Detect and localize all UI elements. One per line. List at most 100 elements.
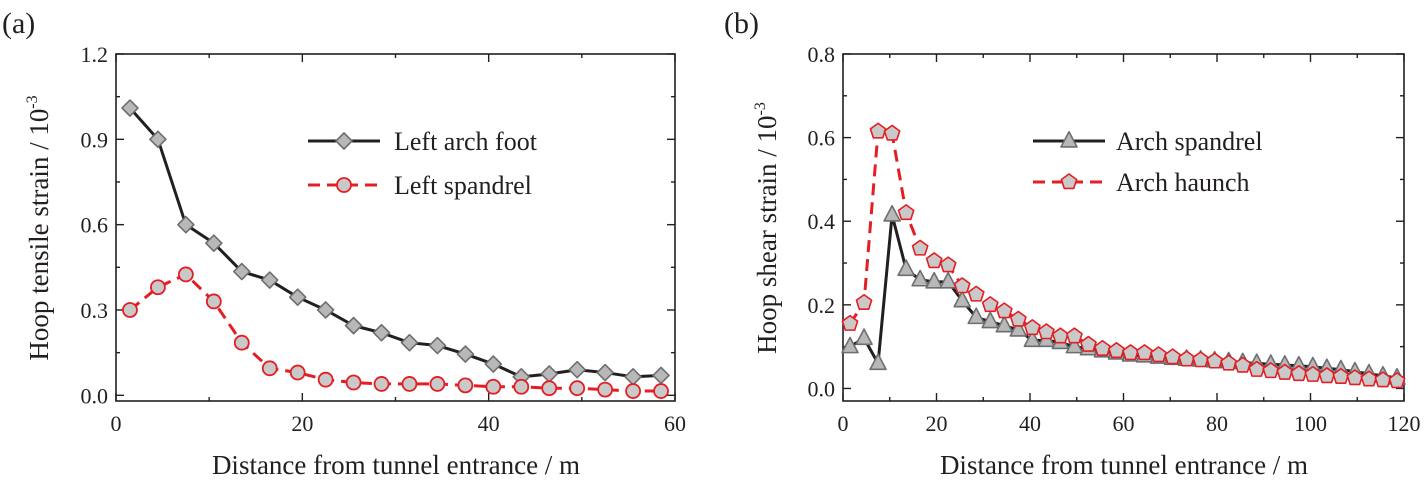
data-point-arch-haunch — [1234, 356, 1252, 373]
panel-b-y-axis-label-exponent: -3 — [752, 102, 769, 115]
legend-marker-arch-spandrel — [1060, 131, 1078, 148]
data-point-left-spandrel — [233, 334, 250, 351]
x-tick-label: 60 — [1113, 411, 1135, 436]
data-point-left-spandrel — [150, 279, 166, 296]
panel-b-ticks: 0 20 40 60 80 100 120 0.0 0.2 0.4 0.6 0.8 — [808, 42, 1421, 436]
data-point-arch-haunch — [1192, 351, 1210, 368]
data-point-arch-spandrel — [911, 269, 929, 287]
data-point-left-arch-foot — [121, 99, 139, 117]
data-point-arch-haunch — [1388, 372, 1406, 389]
panel-b-x-axis-label: Distance from tunnel entrance / m — [940, 450, 1308, 480]
y-tick-label: 0.9 — [81, 127, 109, 152]
x-tick-label: 0 — [838, 411, 849, 436]
data-point-arch-haunch — [1290, 365, 1308, 382]
data-point-left-spandrel — [289, 364, 306, 381]
panel-b-chart: (b) 0 20 40 60 80 100 120 0.0 0.2 0.4 0.6 0.8 Dista… — [724, 7, 1421, 480]
data-point-left-arch-foot — [205, 234, 223, 252]
data-point-arch-spandrel — [841, 336, 859, 354]
y-tick-label: 0.4 — [808, 209, 836, 234]
legend-label-arch-haunch: Arch haunch — [1116, 168, 1250, 197]
data-point-left-arch-foot — [484, 355, 503, 373]
data-point-arch-haunch — [953, 277, 971, 294]
x-tick-label: 80 — [1206, 411, 1228, 436]
data-point-left-spandrel — [625, 383, 641, 399]
data-point-arch-haunch — [1178, 350, 1196, 367]
legend-marker-shape — [1060, 173, 1078, 190]
x-tick-label: 0 — [111, 411, 122, 436]
y-tick-label: 0.0 — [808, 376, 836, 401]
data-point-left-spandrel — [597, 381, 614, 398]
panel-a-ticks: 0 20 40 60 0.0 0.3 0.6 0.9 1.2 — [81, 42, 687, 436]
panel-a-y-axis-label-exponent: -3 — [24, 95, 41, 108]
data-point-left-arch-foot — [540, 365, 559, 383]
legend-marker-shape — [335, 132, 353, 150]
data-point-arch-haunch — [981, 296, 999, 313]
data-point-arch-haunch — [1051, 327, 1069, 344]
panel-b-series-markers — [841, 122, 1406, 389]
data-point-left-spandrel — [205, 293, 222, 310]
legend-label-arch-spandrel: Arch spandrel — [1116, 127, 1263, 156]
data-point-left-arch-foot — [652, 366, 670, 385]
panel-a-y-axis-label: Hoop tensile strain / 10-3 — [24, 95, 54, 360]
legend-marker-left-arch-foot — [335, 132, 353, 150]
data-point-arch-haunch — [1150, 346, 1167, 363]
data-point-arch-haunch — [1009, 310, 1027, 327]
data-point-arch-spandrel — [855, 328, 873, 346]
x-tick-label: 60 — [664, 411, 686, 436]
data-point-arch-haunch — [967, 285, 985, 302]
panel-a-y-axis-label-text: Hoop tensile strain / 10 — [24, 109, 54, 361]
legend-marker-shape — [1060, 131, 1078, 148]
data-point-left-arch-foot — [288, 288, 307, 306]
x-tick-label: 100 — [1294, 411, 1327, 436]
data-point-arch-haunch — [869, 122, 887, 139]
data-point-arch-haunch — [1122, 344, 1139, 361]
data-point-arch-haunch — [911, 239, 929, 256]
y-tick-label: 0.0 — [81, 383, 109, 408]
data-point-left-arch-foot — [456, 345, 475, 363]
data-point-arch-spandrel — [1065, 336, 1084, 354]
data-point-left-spandrel — [541, 380, 558, 397]
panel-a-series-markers — [121, 99, 670, 399]
data-point-left-arch-foot — [372, 323, 391, 342]
data-point-left-arch-foot — [149, 130, 167, 149]
panel-a-plot-frame — [115, 53, 676, 402]
data-point-arch-haunch — [1037, 323, 1055, 340]
y-tick-label: 0.3 — [81, 298, 109, 323]
y-tick-label: 0.2 — [808, 293, 836, 318]
data-point-left-arch-foot — [316, 301, 335, 319]
data-point-arch-haunch — [1108, 342, 1125, 359]
data-point-left-spandrel — [569, 380, 586, 397]
data-point-left-spandrel — [261, 360, 278, 377]
data-point-arch-haunch — [1374, 371, 1392, 388]
panel-a-chart: (a) 0 20 40 60 0.0 0.3 0.6 0.9 1.2 Distance from… — [2, 7, 686, 480]
data-point-left-spandrel — [373, 376, 390, 392]
data-point-arch-haunch — [855, 293, 873, 311]
data-point-arch-spandrel — [869, 353, 887, 371]
x-tick-label: 120 — [1388, 411, 1421, 436]
data-point-arch-haunch — [1346, 369, 1364, 386]
x-tick-label: 40 — [478, 411, 500, 436]
panel-b-y-axis-label: Hoop shear strain / 10-3 — [752, 102, 782, 354]
panel-b-y-axis-label-text: Hoop shear strain / 10 — [752, 115, 782, 353]
data-point-arch-haunch — [883, 124, 901, 141]
data-point-arch-haunch — [1206, 352, 1224, 369]
data-point-left-spandrel — [317, 371, 334, 388]
legend-label-left-spandrel: Left spandrel — [394, 171, 532, 200]
y-tick-label: 0.8 — [808, 42, 836, 67]
data-point-left-spandrel — [457, 377, 474, 394]
data-point-arch-spandrel — [953, 290, 972, 308]
data-point-arch-haunch — [1262, 362, 1280, 379]
legend-label-left-arch-foot: Left arch foot — [394, 127, 538, 156]
data-point-left-arch-foot — [400, 333, 419, 352]
data-point-left-arch-foot — [177, 215, 195, 234]
panel-b-label: (b) — [724, 7, 759, 40]
data-point-arch-haunch — [1304, 365, 1322, 382]
data-point-left-spandrel — [122, 302, 138, 318]
panel-a-x-axis-label: Distance from tunnel entrance / m — [212, 450, 580, 480]
data-point-arch-haunch — [1164, 348, 1181, 365]
panel-a-label: (a) — [2, 7, 35, 40]
data-point-left-spandrel — [177, 266, 194, 283]
data-point-arch-spandrel — [897, 259, 915, 277]
data-point-left-arch-foot — [232, 262, 251, 281]
